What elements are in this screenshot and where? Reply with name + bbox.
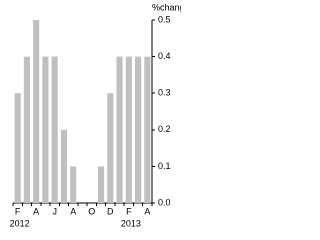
bar — [51, 56, 58, 203]
year-label: 2012 — [10, 218, 30, 228]
bar — [144, 56, 151, 203]
x-tick-label: F — [126, 206, 132, 216]
x-tick-label: D — [107, 206, 114, 216]
y-tick-label: 0.5 — [158, 14, 171, 24]
x-tick-label: J — [52, 206, 57, 216]
year-label: 2013 — [121, 218, 141, 228]
bar — [116, 56, 123, 203]
bar — [97, 166, 105, 203]
x-tick-label: O — [88, 206, 95, 216]
bar — [42, 56, 49, 203]
x-tick-label: A — [33, 206, 39, 216]
x-tick-label: A — [144, 206, 150, 216]
bar — [33, 20, 40, 203]
y-tick-label: 0.0 — [158, 197, 171, 207]
page: {"chart_data": {"type": "bar", "y_axis_l… — [9, 2, 181, 229]
bar — [135, 56, 142, 203]
chart: %change 0.00.10.20.30.40.5F2012AJAODF201… — [10, 2, 181, 228]
y-tick-label: 0.2 — [158, 124, 171, 134]
bar — [107, 93, 114, 203]
x-tick-label: A — [70, 206, 76, 216]
y-tick-label: 0.4 — [158, 51, 171, 61]
y-axis-label: %change — [152, 2, 181, 12]
y-tick-label: 0.3 — [158, 88, 171, 98]
bar — [125, 56, 132, 203]
bar — [60, 129, 68, 203]
bar — [70, 166, 77, 203]
bar — [14, 93, 21, 203]
bar — [23, 56, 30, 203]
x-tick-label: F — [15, 206, 21, 216]
y-tick-label: 0.1 — [158, 161, 171, 171]
